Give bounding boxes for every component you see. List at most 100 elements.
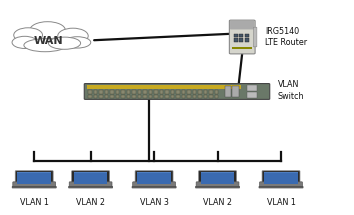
FancyBboxPatch shape [116,95,119,98]
FancyBboxPatch shape [138,90,141,94]
FancyBboxPatch shape [154,95,158,98]
FancyBboxPatch shape [234,38,238,42]
FancyBboxPatch shape [232,47,252,49]
FancyBboxPatch shape [229,20,255,54]
FancyBboxPatch shape [182,90,185,94]
Ellipse shape [48,37,81,49]
FancyBboxPatch shape [176,90,180,94]
Ellipse shape [14,28,42,42]
FancyBboxPatch shape [149,95,152,98]
FancyBboxPatch shape [259,182,302,187]
FancyBboxPatch shape [182,95,185,98]
FancyBboxPatch shape [204,90,207,94]
Text: VLAN
Switch: VLAN Switch [278,80,304,101]
FancyBboxPatch shape [187,90,191,94]
FancyBboxPatch shape [239,34,244,37]
FancyBboxPatch shape [245,34,249,37]
FancyBboxPatch shape [198,90,202,94]
FancyBboxPatch shape [215,90,218,94]
FancyBboxPatch shape [133,182,176,187]
FancyBboxPatch shape [88,95,92,98]
FancyBboxPatch shape [247,85,257,91]
Ellipse shape [48,37,81,49]
FancyBboxPatch shape [84,84,270,99]
FancyBboxPatch shape [215,95,218,98]
FancyBboxPatch shape [230,21,255,29]
FancyBboxPatch shape [253,27,257,47]
Ellipse shape [30,22,65,39]
FancyBboxPatch shape [264,172,298,184]
FancyBboxPatch shape [74,172,108,184]
FancyBboxPatch shape [105,90,108,94]
FancyBboxPatch shape [17,172,51,173]
Ellipse shape [30,22,65,39]
FancyBboxPatch shape [262,171,300,185]
FancyBboxPatch shape [160,95,163,98]
FancyBboxPatch shape [99,90,103,94]
FancyBboxPatch shape [171,90,175,94]
Text: VLAN 1: VLAN 1 [20,198,48,207]
FancyBboxPatch shape [196,182,239,187]
FancyBboxPatch shape [154,90,158,94]
FancyBboxPatch shape [264,172,298,173]
FancyBboxPatch shape [209,90,213,94]
FancyBboxPatch shape [137,172,171,184]
FancyBboxPatch shape [69,182,112,187]
FancyBboxPatch shape [87,85,241,89]
FancyBboxPatch shape [88,90,92,94]
FancyBboxPatch shape [198,95,202,98]
FancyBboxPatch shape [13,182,56,187]
Text: IRG5140
LTE Router: IRG5140 LTE Router [265,27,307,48]
FancyBboxPatch shape [165,90,169,94]
Ellipse shape [64,37,91,48]
FancyBboxPatch shape [105,95,108,98]
FancyBboxPatch shape [17,172,51,184]
FancyBboxPatch shape [160,90,163,94]
FancyBboxPatch shape [132,186,176,188]
FancyBboxPatch shape [171,95,175,98]
Text: WAN: WAN [34,36,63,46]
Ellipse shape [64,37,91,48]
FancyBboxPatch shape [143,90,147,94]
FancyBboxPatch shape [132,95,136,98]
FancyBboxPatch shape [99,95,103,98]
FancyBboxPatch shape [12,186,56,188]
Ellipse shape [12,36,38,48]
FancyBboxPatch shape [225,86,231,97]
FancyBboxPatch shape [259,186,303,188]
FancyBboxPatch shape [143,95,147,98]
Text: VLAN 2: VLAN 2 [203,198,232,207]
FancyBboxPatch shape [15,171,53,185]
FancyBboxPatch shape [247,92,257,98]
FancyBboxPatch shape [132,90,136,94]
FancyBboxPatch shape [138,95,141,98]
FancyBboxPatch shape [176,95,180,98]
FancyBboxPatch shape [199,171,236,185]
FancyBboxPatch shape [116,90,119,94]
FancyBboxPatch shape [204,95,207,98]
FancyBboxPatch shape [234,34,238,37]
Ellipse shape [58,28,88,44]
FancyBboxPatch shape [245,38,249,42]
FancyBboxPatch shape [233,86,239,97]
FancyBboxPatch shape [110,95,114,98]
FancyBboxPatch shape [193,95,196,98]
FancyBboxPatch shape [195,186,240,188]
Ellipse shape [24,39,66,52]
FancyBboxPatch shape [94,95,97,98]
Ellipse shape [58,28,88,44]
FancyBboxPatch shape [127,95,130,98]
FancyBboxPatch shape [69,186,113,188]
FancyBboxPatch shape [193,90,196,94]
Text: VLAN 3: VLAN 3 [139,198,169,207]
FancyBboxPatch shape [72,171,110,185]
FancyBboxPatch shape [74,172,108,173]
FancyBboxPatch shape [239,38,244,42]
FancyBboxPatch shape [110,90,114,94]
FancyBboxPatch shape [121,90,125,94]
Ellipse shape [12,36,38,48]
Ellipse shape [14,28,42,42]
Text: VLAN 1: VLAN 1 [267,198,296,207]
FancyBboxPatch shape [165,95,169,98]
FancyBboxPatch shape [121,95,125,98]
